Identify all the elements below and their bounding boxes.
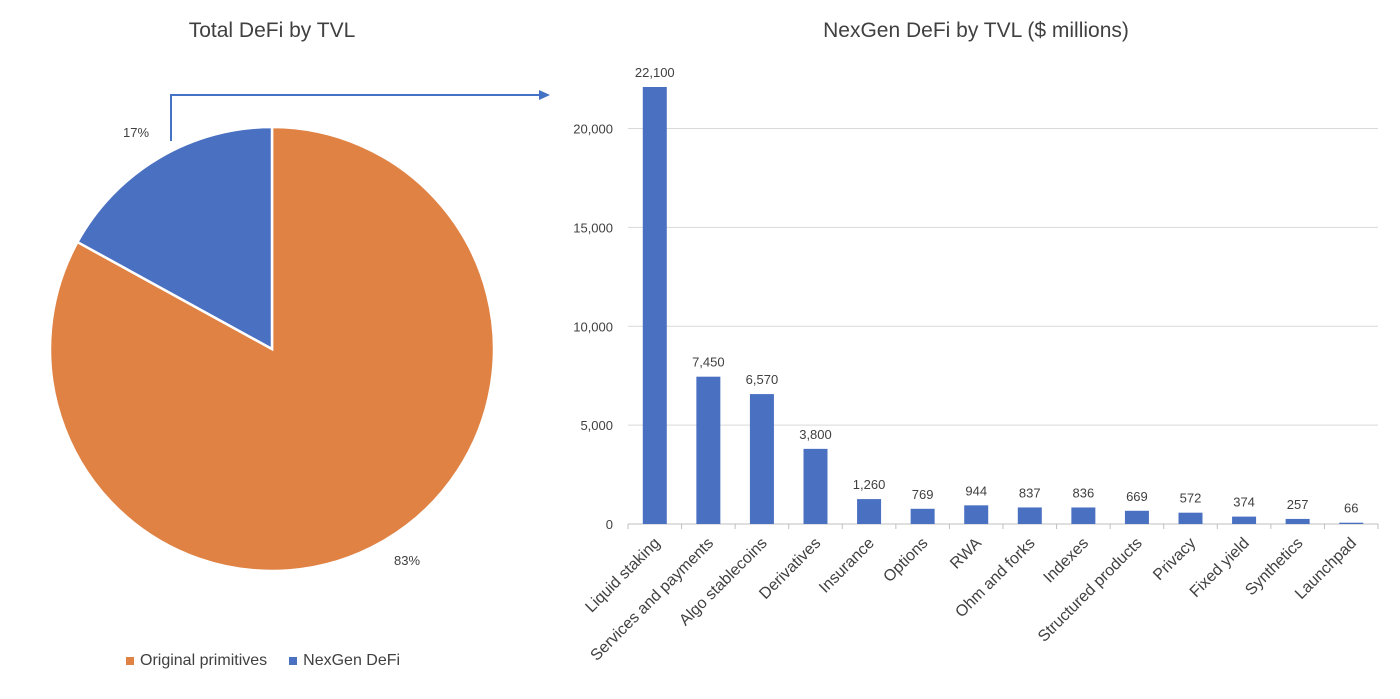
bar-data-label-insurance: 1,260 bbox=[853, 477, 886, 492]
y-tick-label: 0 bbox=[606, 517, 613, 532]
bar-data-label-options: 769 bbox=[912, 487, 934, 502]
bar-data-label-indexes: 836 bbox=[1073, 485, 1095, 500]
bar-ohm-and-forks bbox=[1017, 507, 1042, 524]
pie-slice-label-nexgen-defi: 17% bbox=[123, 125, 149, 140]
y-tick-label: 10,000 bbox=[573, 319, 613, 334]
pie-legend: Original primitives NexGen DeFi bbox=[126, 652, 422, 670]
connector-arrow bbox=[170, 90, 550, 141]
bar-derivatives bbox=[803, 448, 828, 524]
pie-slice-label-original-primitives: 83% bbox=[394, 553, 420, 568]
bar-data-label-algo-stablecoins: 6,570 bbox=[746, 372, 779, 387]
legend-swatch-original-primitives bbox=[126, 657, 134, 665]
pie-slice-nexgen-defi bbox=[75, 125, 274, 352]
x-category-label-options: Options bbox=[880, 535, 931, 586]
y-tick-label: 15,000 bbox=[573, 220, 613, 235]
connector-arrow-line bbox=[170, 94, 540, 141]
bar-launchpad bbox=[1339, 522, 1364, 524]
pie-chart-title: Total DeFi by TVL bbox=[188, 19, 356, 42]
y-tick-label: 5,000 bbox=[580, 418, 613, 433]
bar-data-label-synthetics: 257 bbox=[1287, 497, 1309, 512]
bar-data-label-ohm-and-forks: 837 bbox=[1019, 485, 1041, 500]
bar-data-label-privacy: 572 bbox=[1180, 491, 1202, 506]
legend-label-nexgen-defi: NexGen DeFi bbox=[303, 652, 401, 669]
bar-fixed-yield bbox=[1232, 516, 1257, 524]
x-category-label-indexes: Indexes bbox=[1041, 535, 1093, 587]
bar-data-label-liquid-staking: 22,100 bbox=[635, 65, 675, 80]
bar-privacy bbox=[1178, 512, 1203, 524]
bar-rwa bbox=[964, 505, 989, 524]
bar-services-and-payments bbox=[696, 376, 721, 524]
pie-slice-original-primitives bbox=[48, 125, 496, 573]
bar-data-label-fixed-yield: 374 bbox=[1233, 495, 1255, 510]
y-tick-label: 20,000 bbox=[573, 122, 613, 137]
bar-insurance bbox=[857, 499, 882, 524]
x-category-label-rwa: RWA bbox=[947, 535, 985, 573]
bar-synthetics bbox=[1285, 518, 1310, 524]
bar-liquid-staking bbox=[642, 86, 667, 524]
bar-data-label-rwa: 944 bbox=[965, 483, 987, 498]
legend-item-original-primitives: Original primitives bbox=[126, 652, 267, 670]
legend-label-original-primitives: Original primitives bbox=[140, 652, 268, 669]
bar-data-label-structured-products: 669 bbox=[1126, 489, 1148, 504]
legend-swatch-nexgen-defi bbox=[289, 657, 298, 665]
bar-data-label-services-and-payments: 7,450 bbox=[692, 355, 725, 370]
x-category-label-privacy: Privacy bbox=[1150, 535, 1199, 584]
bar-structured-products bbox=[1124, 510, 1149, 524]
bar-data-label-launchpad: 66 bbox=[1344, 501, 1358, 516]
pie-chart: 83% 17% bbox=[48, 125, 496, 573]
x-category-label-insurance: Insurance bbox=[816, 535, 878, 597]
x-category-label-structured-products: Structured products bbox=[1035, 535, 1146, 646]
bar-indexes bbox=[1071, 507, 1096, 524]
legend-item-nexgen-defi: NexGen DeFi bbox=[289, 652, 400, 670]
bar-algo-stablecoins bbox=[749, 394, 774, 524]
bar-options bbox=[910, 508, 935, 524]
bar-chart-title: NexGen DeFi by TVL ($ millions) bbox=[823, 19, 1129, 42]
connector-arrow-head bbox=[539, 90, 550, 100]
bar-data-label-derivatives: 3,800 bbox=[799, 427, 832, 442]
